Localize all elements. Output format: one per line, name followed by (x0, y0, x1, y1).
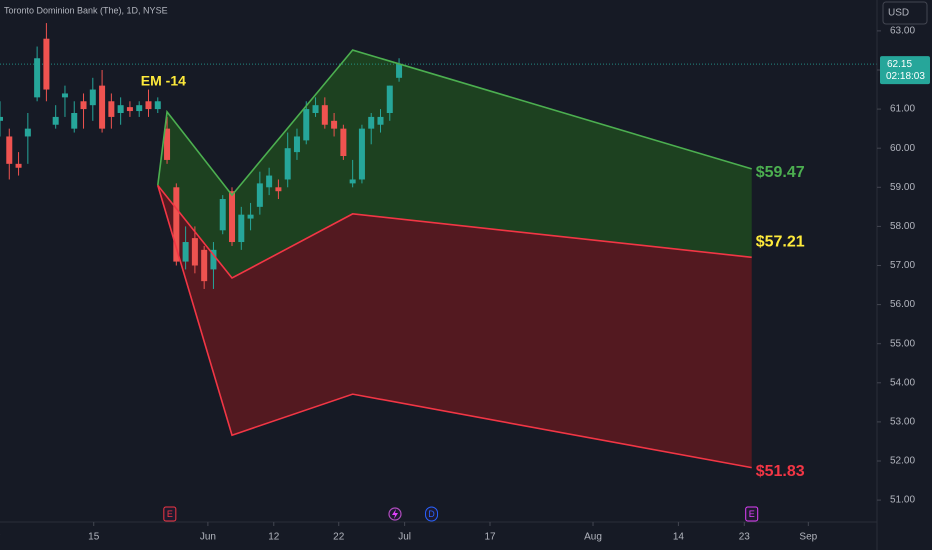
candle-body (396, 64, 403, 78)
candle-body (15, 163, 22, 168)
x-tick-label: 17 (484, 532, 496, 543)
candle-body (238, 214, 245, 243)
candle-body (99, 85, 106, 129)
candle-body (0, 116, 3, 121)
candle-body (136, 105, 143, 112)
x-tick-label: 12 (268, 532, 280, 543)
candle-body (154, 101, 161, 110)
event-label: E (749, 509, 755, 519)
candle-body (145, 101, 152, 110)
x-tick-label: Sep (799, 532, 817, 543)
y-tick-label: 60.00 (890, 143, 915, 154)
annotation: EM -14 (141, 73, 186, 89)
candle-body (349, 179, 356, 184)
projection-line (156, 49, 752, 197)
last-price: 62.15 (887, 59, 912, 70)
candle-body (368, 116, 375, 129)
candle-body (164, 128, 171, 160)
plot-area: $59.47 $57.21 $51.83 EM -14 (0, 23, 877, 480)
candle-body (61, 93, 68, 98)
candle-body (126, 107, 133, 112)
candle-body (191, 238, 198, 266)
candle-body (312, 105, 319, 114)
currency: USD (888, 8, 909, 19)
candle-body (358, 128, 365, 180)
candle-body (275, 187, 282, 192)
candle-body (117, 105, 124, 114)
candle-body (386, 85, 393, 114)
candle-body (210, 249, 217, 270)
x-tick-label: 23 (739, 532, 751, 543)
candle-body (321, 105, 328, 125)
x-tick-label: 15 (88, 532, 100, 543)
candle-body (182, 242, 189, 262)
projection-line (157, 185, 752, 469)
projection-label: $51.83 (756, 463, 805, 480)
event-marker (745, 506, 759, 522)
candle-body (34, 58, 41, 98)
y-tick-label: 52.00 (890, 456, 915, 467)
y-tick-label: 55.00 (890, 338, 915, 349)
chart-title: Toronto Dominion Bank (The), 1D, NYSE (4, 5, 168, 15)
event-label: D (428, 509, 435, 519)
x-tick-label: 22 (333, 532, 345, 543)
split-icon (388, 507, 402, 521)
y-tick-label: 58.00 (890, 221, 915, 232)
candle-body (52, 116, 59, 125)
y-tick-label: 53.00 (890, 417, 915, 428)
candle-body (229, 191, 236, 243)
y-tick-label: 61.00 (890, 104, 915, 115)
candle-body (256, 183, 263, 207)
candle-body (71, 113, 78, 129)
event-marker (163, 506, 177, 522)
candle-body (219, 199, 226, 231)
candle-body (331, 120, 338, 129)
candle-body (303, 109, 310, 141)
candle-body (247, 214, 254, 219)
candle-body (201, 249, 208, 282)
candle-body (266, 175, 273, 188)
candle-body (24, 128, 31, 137)
x-tick-label: Jul (398, 532, 411, 543)
candle-body (6, 136, 13, 164)
candle-body (80, 101, 87, 110)
y-tick-label: 57.00 (890, 260, 915, 271)
y-tick-label: 54.00 (890, 377, 915, 388)
candle-body (284, 148, 291, 180)
projection-label: $59.47 (756, 164, 805, 181)
projection-label: $57.21 (756, 234, 805, 251)
countdown: 02:18:03 (886, 71, 925, 82)
y-tick-label: 51.00 (890, 495, 915, 506)
x-tick-label: Aug (584, 532, 602, 543)
candle-body (340, 128, 347, 157)
candle-body (293, 136, 300, 153)
y-tick-label: 63.00 (890, 26, 915, 37)
x-tick-label: 14 (673, 532, 685, 543)
y-tick-label: 56.00 (890, 299, 915, 310)
candle-body (377, 116, 384, 125)
event-marker (425, 506, 439, 522)
x-tick-label: Jun (200, 532, 216, 543)
y-tick-label: 59.00 (890, 182, 915, 193)
candle-body (108, 101, 115, 117)
candle-body (89, 89, 96, 106)
candle-body (173, 187, 180, 262)
last-price-tag (880, 56, 930, 85)
projection-line (157, 184, 752, 280)
candle-body (43, 38, 50, 90)
projection-band (157, 185, 752, 468)
event-label: E (167, 509, 173, 519)
currency-box[interactable] (882, 1, 928, 25)
